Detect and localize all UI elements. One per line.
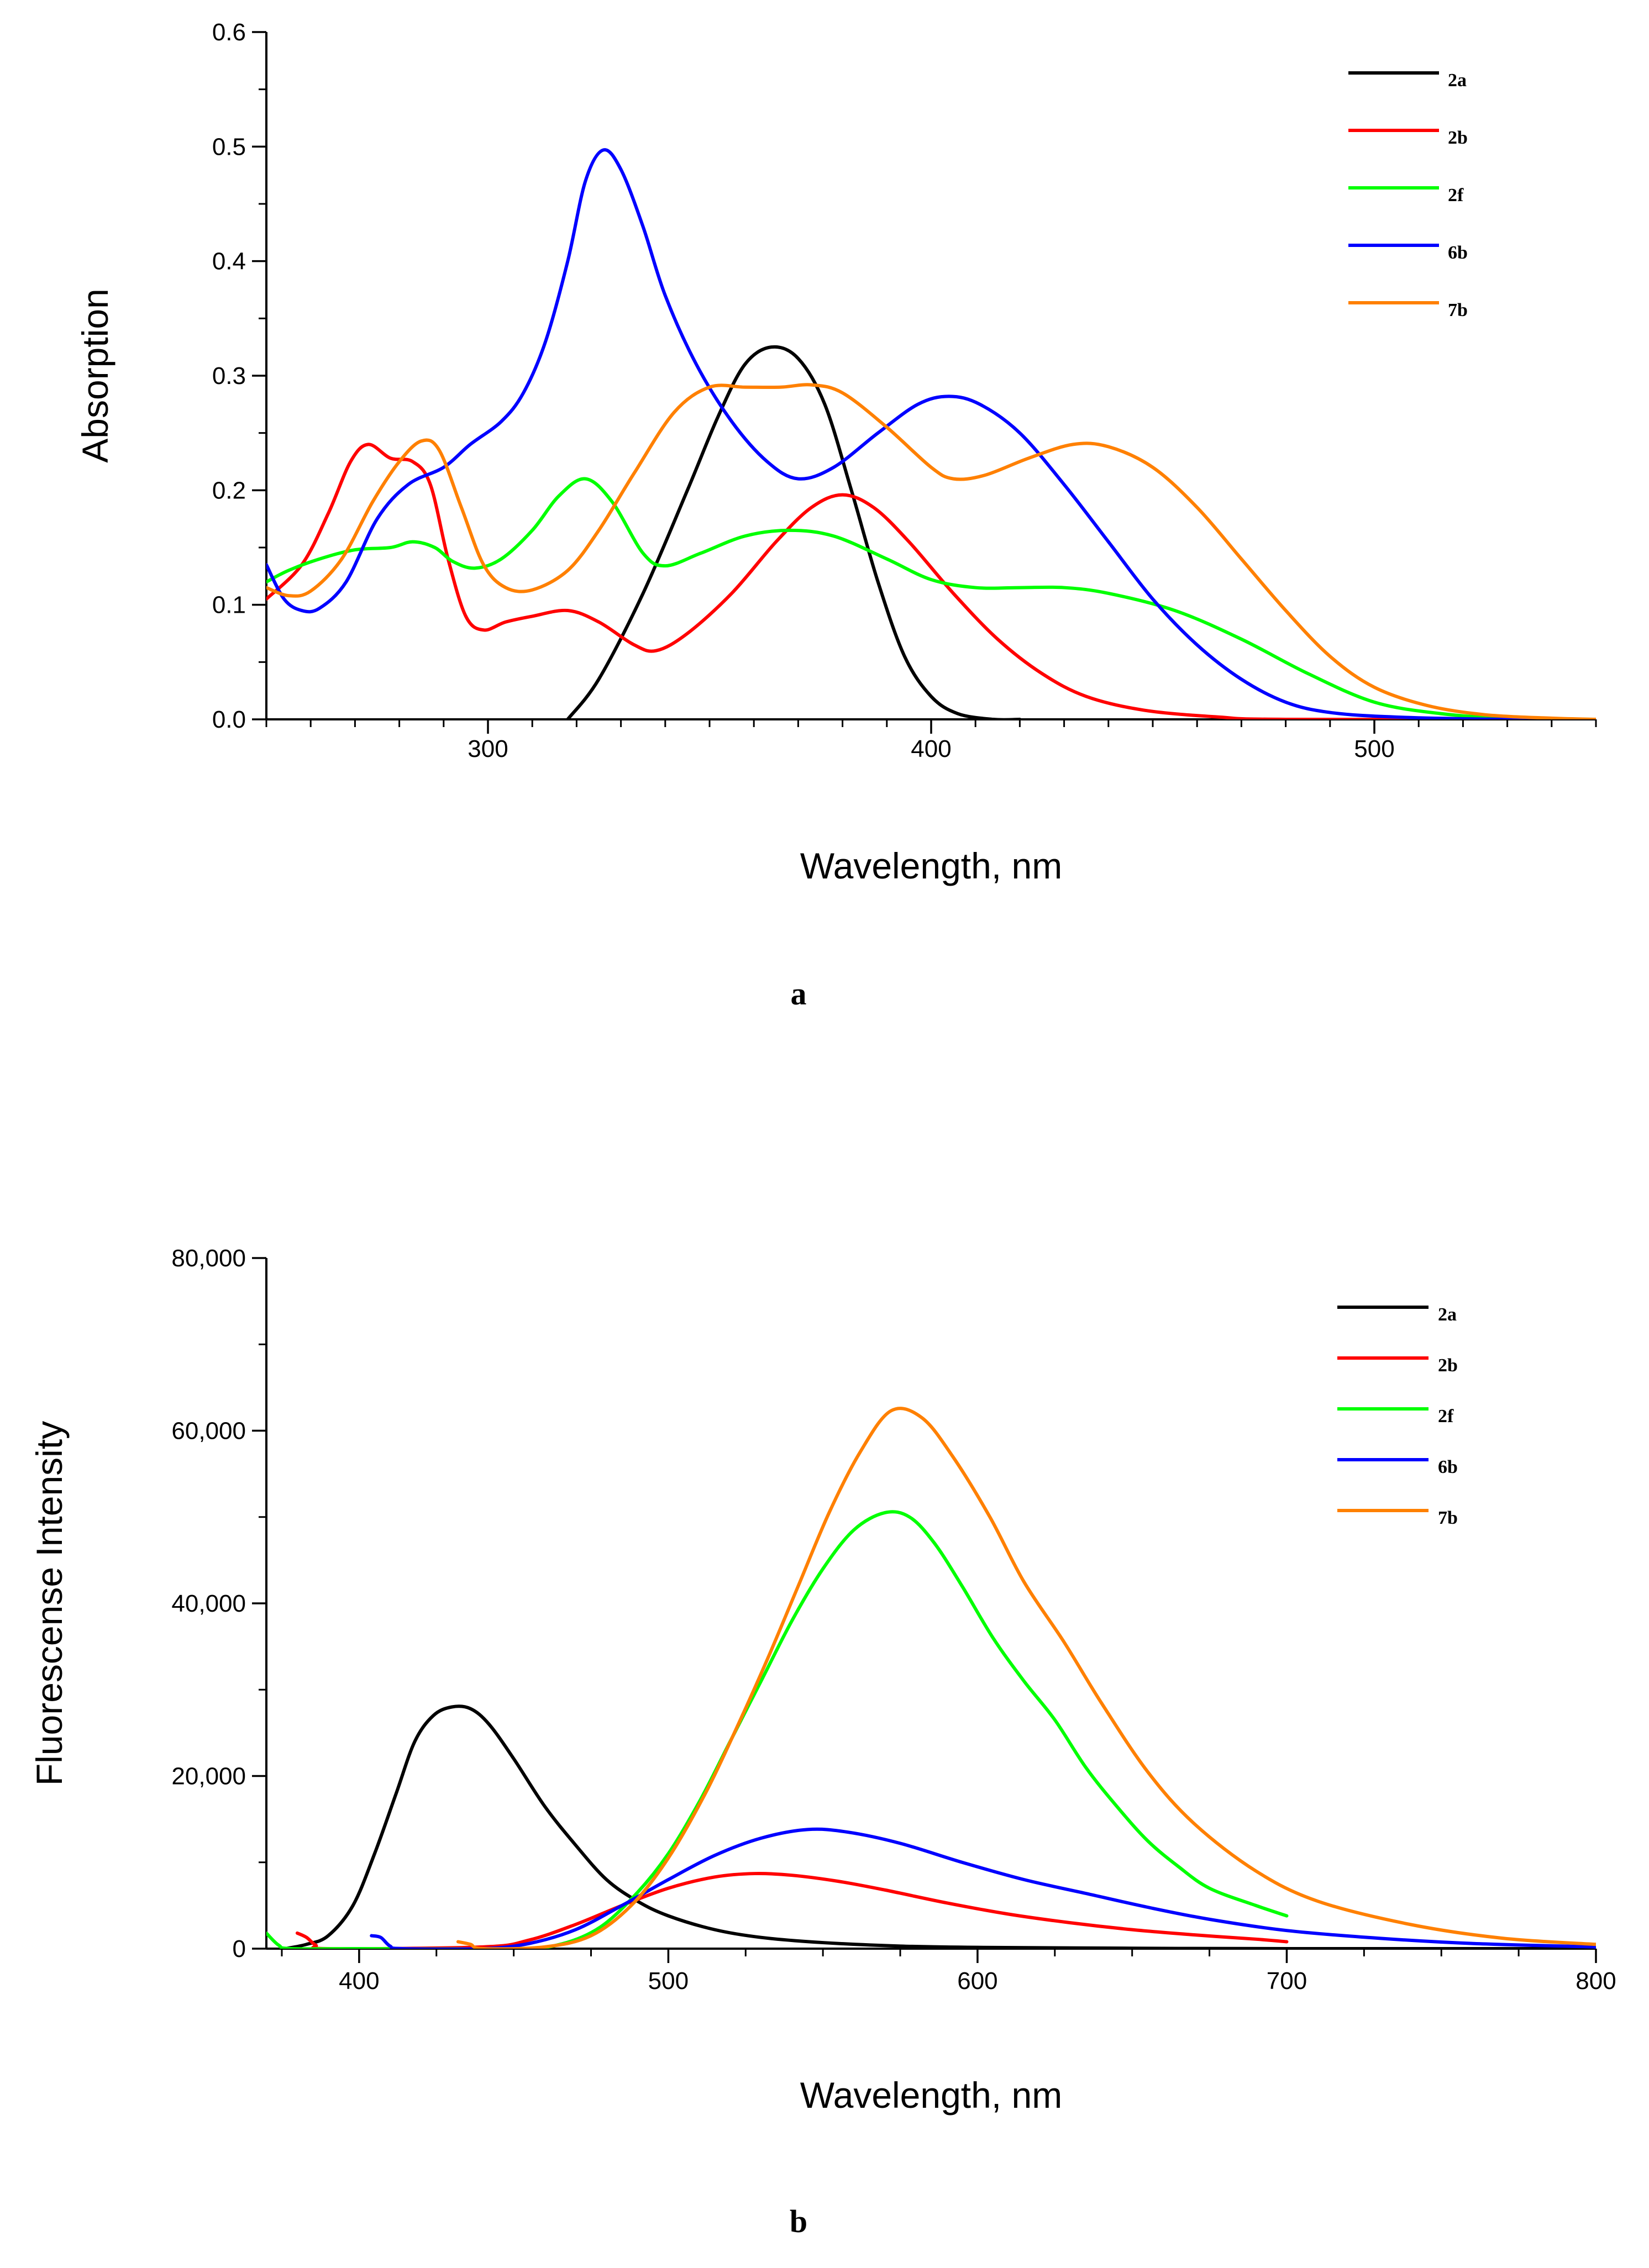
panel-label-a: a: [791, 976, 807, 1012]
series-line-6b-a: [266, 148, 1596, 719]
y-tick-label-a: 0.4: [212, 248, 246, 275]
x-tick-label-b: 400: [339, 1967, 379, 1995]
y-tick-label-a: 0.5: [212, 133, 246, 160]
y-tick-label-b: 40,000: [171, 1590, 246, 1617]
x-tick-label-b: 700: [1267, 1967, 1307, 1995]
y-axis-title-a: Absorption: [75, 288, 115, 463]
y-tick-label-a: 0.3: [212, 362, 246, 390]
legend-a: 2a 2b 2f 6b 7b: [1348, 70, 1468, 320]
y-tick-label-a: 0.6: [212, 19, 246, 46]
series-group-b: [266, 1407, 1596, 1949]
legend-label-2b-a: 2b: [1448, 128, 1468, 148]
series-group-a: [266, 148, 1596, 719]
series-line-2f-a: [266, 477, 1596, 719]
x-tick-label-a: 400: [911, 735, 951, 762]
legend-label-7b-b: 7b: [1438, 1508, 1458, 1528]
chart-panel-b: 400 500 600 700 800 0 20,000 40,000 60,000 80,000…: [29, 1245, 1616, 2239]
y-tick-label-b: 60,000: [171, 1418, 246, 1445]
panel-label-b: b: [790, 2203, 807, 2239]
series-line-2a-a: [566, 345, 1022, 719]
legend-label-2a-a: 2a: [1448, 70, 1467, 91]
legend-label-2a-b: 2a: [1438, 1304, 1457, 1325]
legend-label-2f-a: 2f: [1448, 185, 1464, 206]
legend-label-2b-b: 2b: [1438, 1355, 1458, 1376]
series-line-2a-b: [283, 1704, 1596, 1949]
legend-label-6b-b: 6b: [1438, 1457, 1458, 1477]
y-tick-label-a: 0.1: [212, 592, 246, 619]
series-line-7b-b: [456, 1407, 1596, 1949]
x-axis-title-a: Wavelength, nm: [800, 845, 1062, 886]
chart-panel-a: 300 400 500 0.0 0.1 0.2 0.3 0.4 0.5 0.6 Wavelength…: [75, 19, 1597, 1012]
x-tick-label-b: 500: [648, 1967, 689, 1995]
legend-b: 2a 2b 2f 6b 7b: [1337, 1304, 1458, 1528]
y-tick-label-a: 0.0: [212, 706, 246, 733]
y-tick-label-b: 20,000: [171, 1763, 246, 1790]
y-axis-title-b: Fluorescense Intensity: [29, 1421, 70, 1786]
series-line-2b-a: [266, 443, 1596, 719]
series-line-2b-b: [295, 1871, 1289, 1949]
x-axis-title-b: Wavelength, nm: [800, 2075, 1062, 2116]
x-tick-label-a: 500: [1354, 735, 1394, 762]
y-tick-label-b: 80,000: [171, 1245, 246, 1272]
x-tick-label-a: 300: [468, 735, 508, 762]
legend-label-6b-a: 6b: [1448, 243, 1468, 263]
legend-label-7b-a: 7b: [1448, 300, 1468, 320]
y-tick-label-a: 0.2: [212, 477, 246, 504]
series-line-7b-a: [266, 383, 1596, 719]
y-tick-label-b: 0: [233, 1935, 246, 1962]
x-tick-label-b: 800: [1576, 1967, 1616, 1995]
legend-label-2f-b: 2f: [1438, 1406, 1454, 1427]
x-tick-label-b: 600: [957, 1967, 997, 1995]
